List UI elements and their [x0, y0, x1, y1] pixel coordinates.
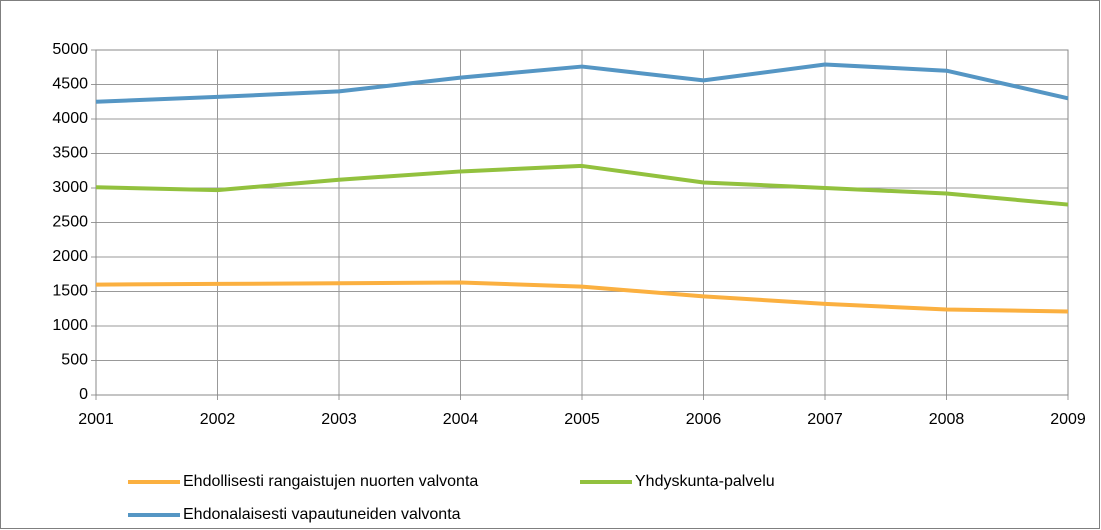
x-tick-label: 2003: [321, 411, 357, 428]
y-tick-label: 3000: [52, 179, 88, 196]
line-series: [95, 163, 1069, 207]
x-tick-label: 2005: [564, 411, 600, 428]
x-tick-label: 2004: [443, 411, 479, 428]
y-tick-label: 2500: [52, 214, 88, 231]
x-tick-label: 2009: [1050, 411, 1086, 428]
y-tick-label: 500: [61, 352, 88, 369]
line-series: [95, 280, 1069, 314]
plot-area: [95, 49, 1069, 396]
y-tick-label: 3500: [52, 145, 88, 162]
x-tick-label: 2007: [807, 411, 843, 428]
x-tick-label: 2002: [200, 411, 236, 428]
y-tick-label: 1500: [52, 283, 88, 300]
y-tick-label: 0: [79, 386, 88, 403]
legend-label: Yhdyskunta-palvelu: [635, 473, 775, 490]
y-tick-label: 4000: [52, 110, 88, 127]
x-tick-label: 2008: [929, 411, 965, 428]
line-series: [95, 62, 1069, 104]
legend-label: Ehdonalaisesti vapautuneiden valvonta: [183, 506, 461, 523]
y-tick-label: 5000: [52, 41, 88, 58]
x-tick-label: 2001: [78, 411, 114, 428]
x-tick-label: 2006: [686, 411, 722, 428]
legend-label: Ehdollisesti rangaistujen nuorten valvon…: [183, 473, 478, 490]
y-tick-label: 4500: [52, 76, 88, 93]
y-tick-label: 1000: [52, 317, 88, 334]
y-tick-label: 2000: [52, 248, 88, 265]
